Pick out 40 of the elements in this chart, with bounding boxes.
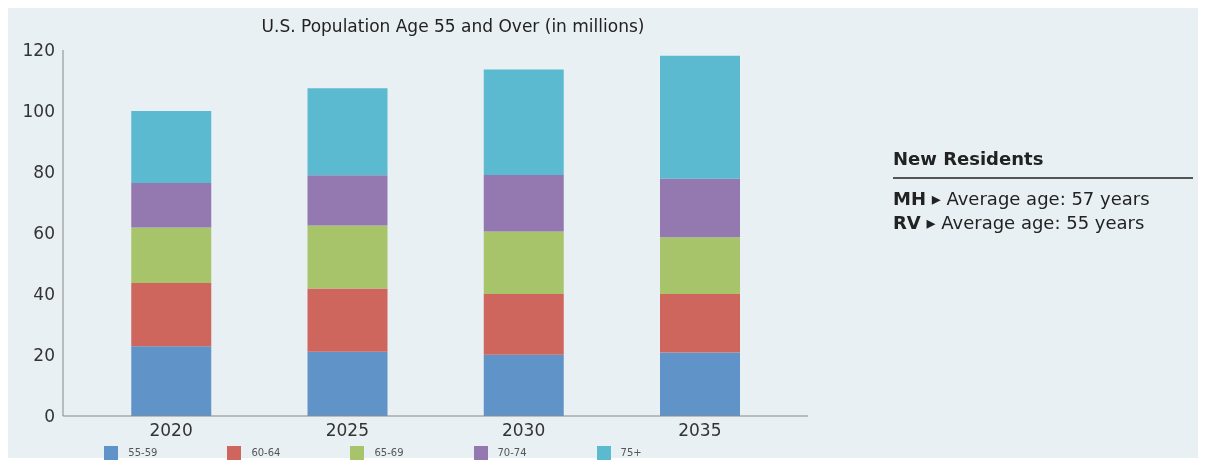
y-tick-label: 100 xyxy=(22,101,55,122)
legend-label: 60-64 xyxy=(251,447,281,458)
bar xyxy=(307,225,388,289)
y-tick-label: 120 xyxy=(22,40,55,61)
x-tick-label: 2020 xyxy=(149,420,193,441)
bar xyxy=(483,231,564,294)
text: MH ▸ Average age: 57 years xyxy=(893,187,1151,211)
bar xyxy=(131,283,212,347)
x-tick-label: 2030 xyxy=(501,420,546,441)
y-tick-label: 60 xyxy=(33,223,55,244)
y-tick-label: 80 xyxy=(33,162,55,183)
y-tick-label: 40 xyxy=(33,284,55,305)
legend-label: 75+ xyxy=(620,447,642,458)
bar xyxy=(307,88,388,176)
legend-label: 70-74 xyxy=(497,447,527,458)
bar xyxy=(483,175,564,232)
bar xyxy=(131,111,212,183)
bar xyxy=(131,227,212,284)
legend-label: 55-59 xyxy=(128,447,158,458)
bar xyxy=(307,351,388,416)
bar xyxy=(483,354,564,416)
bar xyxy=(131,346,212,416)
bar xyxy=(131,182,212,228)
bar xyxy=(660,237,740,294)
bar xyxy=(660,178,740,238)
bar xyxy=(483,69,564,176)
bar xyxy=(307,288,388,352)
bar xyxy=(483,294,564,355)
text: New Residents xyxy=(893,148,1045,171)
bar xyxy=(660,55,740,179)
x-tick-label: 2035 xyxy=(678,420,722,441)
chart-title: U.S. Population Age 55 and Over (in millions) xyxy=(260,16,646,36)
bar xyxy=(660,352,740,416)
x-tick-label: 2025 xyxy=(325,420,370,441)
bar xyxy=(660,294,740,353)
y-tick-label: 20 xyxy=(33,345,55,366)
text: RV ▸ Average age: 55 years xyxy=(893,211,1146,235)
legend-label: 65-69 xyxy=(374,447,404,458)
bar xyxy=(307,175,388,226)
y-tick-label: 0 xyxy=(44,406,55,427)
